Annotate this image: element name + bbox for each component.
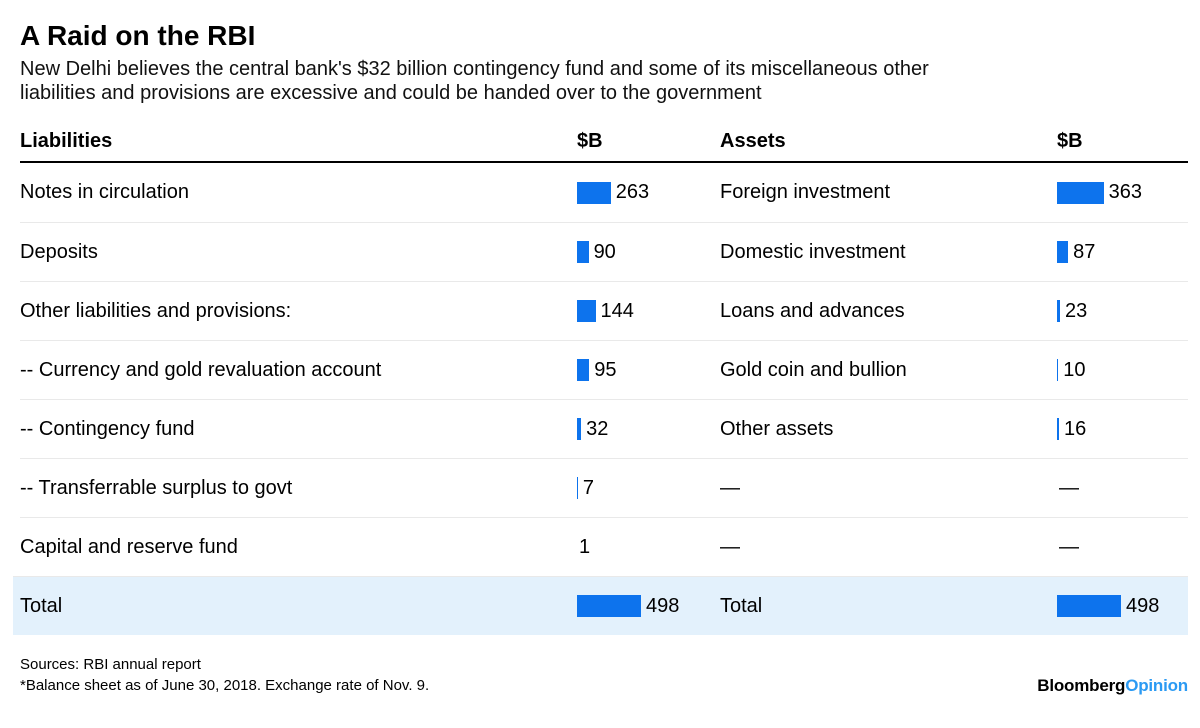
liabilities-value-cell: 7	[577, 477, 720, 500]
table-row: Deposits 90 Domestic investment 87	[20, 222, 1188, 281]
chart-subtitle-line-1: New Delhi believes the central bank's $3…	[20, 58, 929, 81]
table-row-total: Total 498 Total 498	[13, 576, 1188, 636]
liabilities-row-label: -- Contingency fund	[20, 417, 195, 440]
liabilities-value-cell: 263	[577, 181, 720, 204]
assets-row-label: Foreign investment	[720, 181, 891, 204]
assets-row-label: —	[720, 535, 740, 558]
liabilities-value-bar	[577, 418, 582, 441]
assets-value-bar	[1057, 300, 1060, 323]
liabilities-value-bar	[577, 595, 641, 618]
liabilities-value-label: 7	[582, 476, 595, 499]
assets-value-cell: 23	[1057, 300, 1188, 323]
assets-value-label: 498	[1126, 594, 1160, 617]
table-row: -- Contingency fund 32 Other assets 16	[20, 399, 1188, 458]
source-note: Sources: RBI annual report	[20, 656, 201, 674]
liabilities-value-cell: 90	[577, 241, 720, 264]
assets-value-bar	[1057, 241, 1069, 264]
table-header-row: Liabilities $B Assets $B	[20, 121, 1188, 164]
liabilities-row-label: Other liabilities and provisions:	[20, 299, 292, 322]
liabilities-value-bar	[577, 241, 589, 264]
chart-subtitle-line-2: liabilities and provisions are excessive…	[20, 82, 762, 105]
bloomberg-logo-brand: Bloomberg	[1037, 676, 1126, 696]
table-row: -- Transferrable surplus to govt 7 — —	[20, 458, 1188, 517]
liabilities-value-bar	[577, 477, 578, 500]
liabilities-value-label: 90	[593, 240, 616, 263]
table-row: Notes in circulation 263 Foreign investmen…	[20, 163, 1188, 222]
assets-row-label: Domestic investment	[720, 240, 906, 263]
assets-value-cell: 16	[1057, 418, 1188, 441]
assets-value-bar	[1057, 595, 1121, 618]
liabilities-value-label: 1	[579, 535, 591, 558]
assets-value-cell: 10	[1057, 359, 1188, 382]
footnote: *Balance sheet as of June 30, 2018. Exch…	[20, 677, 430, 695]
liabilities-row-label: Capital and reserve fund	[20, 535, 238, 558]
assets-value-label: 363	[1108, 181, 1143, 204]
liabilities-row-label: Deposits	[20, 240, 98, 263]
balance-sheet-table: Liabilities $B Assets $B Notes in circul…	[13, 121, 1188, 636]
column-header-assets-unit: $B	[1057, 129, 1083, 152]
bloomberg-logo-suffix: Opinion	[1125, 676, 1188, 696]
assets-value-label: 23	[1064, 299, 1088, 322]
assets-row-label: Total	[720, 594, 763, 617]
assets-row-label: Loans and advances	[720, 299, 905, 322]
assets-row-label: —	[720, 476, 740, 499]
liabilities-value-label: 144	[600, 299, 634, 322]
liabilities-value-label: 95	[594, 358, 617, 381]
assets-value-bar	[1057, 181, 1104, 204]
liabilities-value-label: 263	[615, 181, 650, 204]
liabilities-row-label: -- Currency and gold revaluation account	[20, 358, 382, 381]
table-row: Capital and reserve fund 1 — —	[20, 517, 1188, 576]
column-header-assets: Assets	[720, 129, 786, 152]
assets-row-label: Other assets	[720, 417, 834, 440]
assets-value-bar	[1057, 359, 1059, 382]
liabilities-value-cell: 32	[577, 418, 720, 441]
bloomberg-opinion-logo: BloombergOpinion	[1037, 675, 1188, 696]
assets-value-label: 87	[1073, 240, 1096, 263]
assets-value-cell: —	[1057, 477, 1188, 500]
assets-value-cell: 363	[1057, 181, 1188, 204]
assets-value-bar	[1057, 418, 1060, 441]
liabilities-value-label: 498	[646, 594, 680, 617]
chart-footer: Sources: RBI annual report *Balance shee…	[20, 654, 1188, 696]
liabilities-row-label: Total	[20, 594, 63, 617]
liabilities-value-bar	[577, 181, 611, 204]
liabilities-value-cell: 1	[577, 536, 720, 559]
assets-value-cell: 87	[1057, 241, 1188, 264]
column-header-liabilities: Liabilities	[20, 129, 113, 152]
chart-subtitle: New Delhi believes the central bank's $3…	[20, 57, 1188, 105]
table-body: Notes in circulation 263 Foreign investmen…	[13, 163, 1188, 636]
assets-value-label: 10	[1063, 358, 1086, 381]
assets-row-label: Gold coin and bullion	[720, 358, 907, 381]
liabilities-value-cell: 144	[577, 300, 720, 323]
liabilities-value-bar	[577, 300, 596, 323]
assets-value-cell: —	[1057, 536, 1188, 559]
assets-value-label: —	[1059, 535, 1079, 558]
table-row: Other liabilities and provisions: 144 Loan…	[20, 281, 1188, 340]
assets-value-label: —	[1059, 476, 1079, 499]
chart-title: A Raid on the RBI	[20, 20, 256, 51]
liabilities-value-cell: 498	[577, 595, 720, 618]
liabilities-row-label: -- Transferrable surplus to govt	[20, 476, 293, 499]
liabilities-row-label: Notes in circulation	[20, 181, 189, 204]
liabilities-value-cell: 95	[577, 359, 720, 382]
liabilities-value-label: 32	[586, 417, 609, 440]
assets-value-cell: 498	[1057, 595, 1188, 618]
liabilities-value-bar	[577, 359, 590, 382]
column-header-liabilities-unit: $B	[577, 129, 603, 152]
assets-value-label: 16	[1064, 417, 1087, 440]
table-row: -- Currency and gold revaluation account…	[20, 340, 1188, 399]
